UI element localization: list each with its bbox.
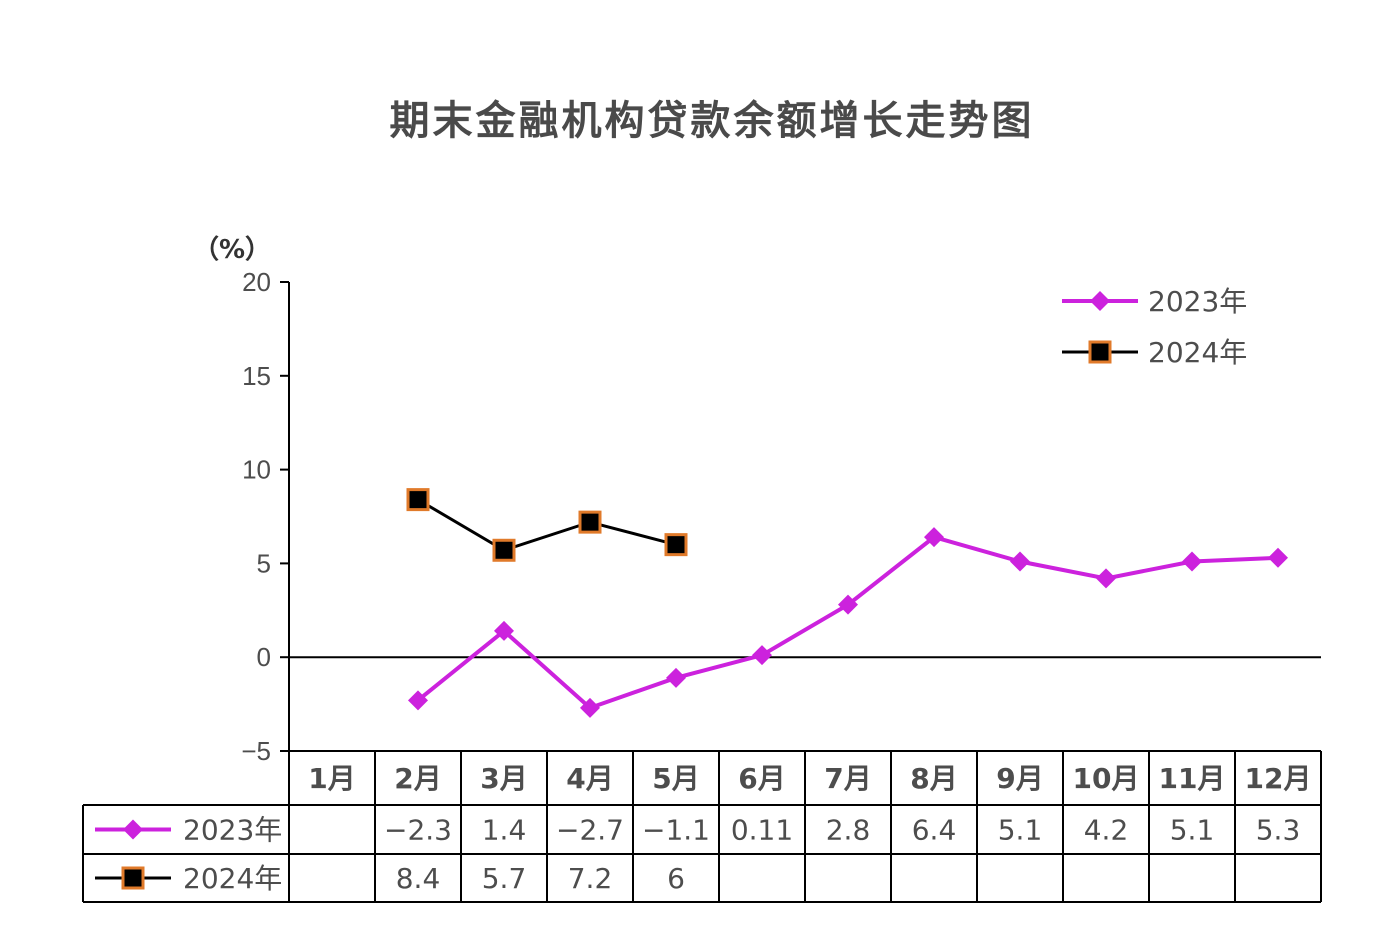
month-label: 1月 [308,762,355,795]
legend: 2023年 2024年 [1062,285,1247,369]
chart-title: 期末金融机构贷款余额增长走势图 [390,98,1035,144]
y-tick-label: 5 [257,548,271,578]
table-cell: 5.1 [1170,814,1215,847]
month-label: 12月 [1245,762,1312,795]
data-point [580,697,600,718]
legend-label: 2024年 [1148,336,1247,369]
table-cell: 8.4 [396,862,441,895]
data-point [408,690,428,711]
axes [288,282,1321,751]
y-tick-label: 20 [242,267,271,297]
table-cell: 6 [667,862,685,895]
y-axis-unit: （%） [193,235,271,265]
data-point [1096,568,1116,589]
table-cell: −2.3 [384,814,452,847]
month-label: 3月 [480,762,527,795]
month-label: 10月 [1073,762,1140,795]
table-cell: 5.3 [1256,814,1301,847]
legend-marker [1088,340,1112,364]
month-label: 8月 [910,762,957,795]
row-series-name: 2023年 [183,814,282,847]
data-point [838,594,858,615]
table-cell: 0.11 [731,814,793,847]
data-point [924,527,944,548]
legend-label: 2023年 [1148,285,1247,318]
month-label: 4月 [566,762,613,795]
y-tick-label: 0 [257,642,271,672]
table-cell: 5.1 [998,814,1043,847]
data-point [494,620,514,641]
table-cell: 5.7 [482,862,527,895]
row-legend-marker [121,866,145,890]
series-layer [406,488,1288,718]
month-label: 9月 [996,762,1043,795]
data-point [1268,547,1288,568]
data-point [1010,551,1030,572]
data-point [752,645,772,666]
table-cell: 2.8 [826,814,871,847]
table-cell: −1.1 [642,814,710,847]
row-series-name: 2024年 [183,862,282,895]
row-legend-marker [123,819,143,840]
y-ticks: 20 15 10 5 0 −5 [241,267,289,766]
table-cell: 1.4 [482,814,527,847]
month-label: 6月 [738,762,785,795]
y-tick-label: 10 [242,455,271,485]
data-point [578,510,602,534]
series-line-1 [417,498,677,552]
data-point [406,488,430,512]
data-point [492,538,516,562]
data-point [1182,551,1202,572]
series-line-0 [416,534,1279,711]
y-tick-label: 15 [242,361,271,391]
table-cell: 4.2 [1084,814,1129,847]
data-point [664,533,688,557]
y-tick-label: −5 [241,736,271,766]
month-label: 11月 [1159,762,1226,795]
month-label: 5月 [652,762,699,795]
table-cell: 6.4 [912,814,957,847]
month-label: 7月 [824,762,871,795]
legend-marker [1090,291,1110,311]
data-point [666,667,686,688]
month-label: 2月 [394,762,441,795]
table-cell: 7.2 [568,862,613,895]
table-cell: −2.7 [556,814,624,847]
